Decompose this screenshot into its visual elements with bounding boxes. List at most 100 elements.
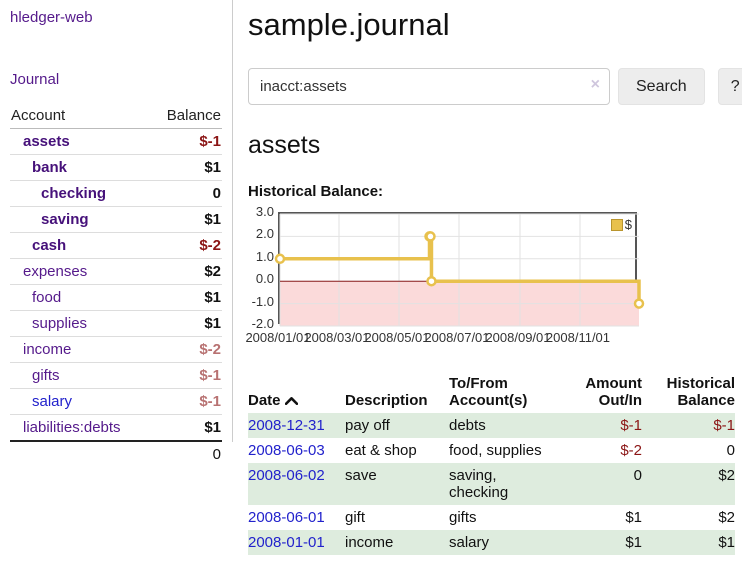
sidebar: hledger-web Journal Account Balance asse… <box>0 0 233 467</box>
account-row-gifts: gifts $-1 <box>10 362 222 389</box>
transaction-amount: 0 <box>633 467 642 484</box>
legend-swatch-icon <box>610 218 623 231</box>
transaction-balance: $-1 <box>713 417 735 434</box>
transaction-balance: $2 <box>718 467 735 484</box>
account-row-cash: cash $-2 <box>10 232 222 259</box>
transaction-row: 2008-06-03 eat & shop food, supplies $-2… <box>248 438 735 463</box>
account-balance: $1 <box>150 414 222 441</box>
x-axis-tick-label: 2008/01/01 <box>245 330 311 345</box>
transaction-date-link[interactable]: 2008-06-01 <box>248 509 325 526</box>
transaction-date-link[interactable]: 2008-12-31 <box>248 417 325 434</box>
account-row-liabilities-debts: liabilities:debts $1 <box>10 414 222 441</box>
accounts-column-header: To/From Account(s) <box>449 375 528 409</box>
x-axis-tick-label: 2008/03/01 <box>304 330 370 345</box>
accounts-total-row: 0 <box>10 440 222 467</box>
account-row-checking: checking 0 <box>10 180 222 207</box>
y-axis-tick-label: -2.0 <box>251 316 274 331</box>
account-heading: assets <box>248 131 321 159</box>
account-row-salary: salary $-1 <box>10 388 222 415</box>
chart-title: Historical Balance: <box>248 183 384 200</box>
account-balance: $1 <box>150 154 222 181</box>
account-row-expenses: expenses $2 <box>10 258 222 285</box>
account-link-supplies[interactable]: supplies <box>32 315 88 332</box>
search-form: × Search ? <box>248 68 742 105</box>
accounts-table: Account Balance assets $-1 bank $1 check… <box>10 103 222 467</box>
transaction-description: eat & shop <box>345 442 417 459</box>
account-row-saving: saving $1 <box>10 206 222 233</box>
date-column-header[interactable]: Date <box>248 373 345 413</box>
account-column-header: Account <box>10 103 151 129</box>
transaction-accounts: salary <box>449 534 490 551</box>
transaction-date-link[interactable]: 2008-06-03 <box>248 442 325 459</box>
transaction-amount: $1 <box>625 534 642 551</box>
account-balance: $-1 <box>150 388 222 415</box>
app-title-link[interactable]: hledger-web <box>10 9 93 26</box>
account-balance: 0 <box>150 180 222 207</box>
account-row-food: food $1 <box>10 284 222 311</box>
account-balance: $-2 <box>150 336 222 363</box>
account-balance: $1 <box>150 206 222 233</box>
transaction-description: pay off <box>345 417 390 434</box>
y-axis-tick-label: 2.0 <box>255 226 274 242</box>
transaction-accounts: saving, checking <box>449 467 509 501</box>
transaction-description: save <box>345 467 377 484</box>
transaction-date-link[interactable]: 2008-01-01 <box>248 534 325 551</box>
account-link-income[interactable]: income <box>23 341 72 358</box>
account-row-bank: bank $1 <box>10 154 222 181</box>
account-row-assets: assets $-1 <box>10 129 222 155</box>
account-link-food[interactable]: food <box>32 289 62 306</box>
account-link-checking[interactable]: checking <box>41 185 107 202</box>
account-link-salary[interactable]: salary <box>32 393 73 410</box>
search-button[interactable]: Search <box>618 68 705 105</box>
y-axis-tick-label: 3.0 <box>255 204 274 219</box>
transaction-accounts: gifts <box>449 509 477 526</box>
accounts-table-header: Account Balance <box>10 103 222 129</box>
transaction-accounts: debts <box>449 417 486 434</box>
accounts-total-value: 0 <box>150 440 222 467</box>
transaction-amount: $1 <box>625 509 642 526</box>
transaction-balance: $2 <box>718 509 735 526</box>
x-axis-tick-label: 2008/09/01 <box>485 330 551 345</box>
main-content: sample.journal × Search ? assets Histori… <box>245 0 742 555</box>
transactions-header-row: Date Description To/From Account(s) Amou… <box>248 373 735 413</box>
transaction-description: gift <box>345 509 366 526</box>
balance-column-header: Balance <box>150 103 222 129</box>
chart-x-axis-labels: 2008/01/01 2008/03/01 2008/05/01 2008/07/01… <box>245 330 637 348</box>
account-row-income: income $-2 <box>10 336 222 363</box>
account-balance: $-1 <box>199 133 221 150</box>
legend-label: $ <box>624 217 632 232</box>
chart-y-axis-labels: 3.0 2.0 1.0 0.0 -1.0 -2.0 <box>248 204 274 331</box>
account-link-cash[interactable]: cash <box>32 237 67 254</box>
y-axis-tick-label: -1.0 <box>251 293 274 309</box>
account-balance: $2 <box>150 258 222 285</box>
sidebar-item-journal[interactable]: Journal <box>10 71 60 88</box>
account-link-assets[interactable]: assets <box>23 133 70 150</box>
transaction-row: 2008-01-01 income salary $1 $1 <box>248 530 735 555</box>
help-button[interactable]: ? <box>717 68 742 105</box>
transaction-amount: $-2 <box>620 442 642 459</box>
chart-legend: $ <box>610 217 632 232</box>
x-axis-tick-label: 2008/05/01 <box>364 330 430 345</box>
clear-search-icon[interactable]: × <box>590 76 600 93</box>
transaction-balance: $1 <box>718 534 735 551</box>
search-input-wrap: × <box>248 68 610 105</box>
transaction-date-link[interactable]: 2008-06-02 <box>248 467 325 484</box>
amount-column-header: Amount Out/In <box>585 375 642 409</box>
account-balance: $1 <box>150 310 222 337</box>
account-link-gifts[interactable]: gifts <box>32 367 60 384</box>
x-axis-tick-label: 2008/11/01 <box>545 330 611 345</box>
transaction-row: 2008-06-02 save saving, checking 0 $2 <box>248 463 735 505</box>
transaction-amount: $-1 <box>620 417 642 434</box>
search-input[interactable] <box>248 68 610 105</box>
account-link-expenses[interactable]: expenses <box>23 263 88 280</box>
account-balance: $-1 <box>150 362 222 389</box>
account-link-saving[interactable]: saving <box>41 211 89 228</box>
account-balance: $1 <box>150 284 222 311</box>
account-balance: $-2 <box>150 232 222 259</box>
account-link-bank[interactable]: bank <box>32 159 68 176</box>
historical-balance-chart: 3.0 2.0 1.0 0.0 -1.0 -2.0 $ 2008/01/01 2008/03… <box>245 204 735 353</box>
transactions-table: Date Description To/From Account(s) Amou… <box>248 373 735 555</box>
account-link-liabilities-debts[interactable]: liabilities:debts <box>23 419 121 436</box>
description-column-header: Description <box>345 392 428 409</box>
